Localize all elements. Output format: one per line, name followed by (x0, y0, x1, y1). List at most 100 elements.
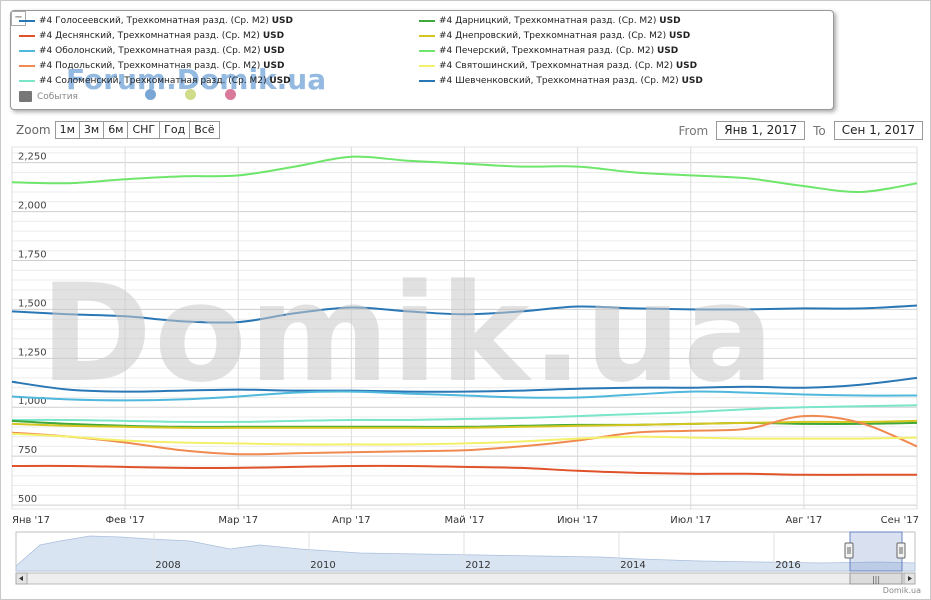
x-tick-label: Май '17 (445, 515, 485, 526)
zoom-button[interactable]: 1м (54, 121, 80, 139)
navigator-series (15, 535, 916, 572)
legend-unit: USD (656, 46, 679, 56)
legend-label: #4 Дарницкий, Трехкомнатная разд. (Ср. М… (439, 16, 660, 26)
x-tick-label: Янв '17 (12, 515, 50, 526)
navigator-handle[interactable] (896, 542, 906, 559)
events-toggle[interactable]: События (19, 91, 78, 102)
navigator-year-label: 2008 (155, 560, 180, 571)
zoom-button[interactable]: 6м (103, 121, 129, 139)
legend-label: #4 Святошинский, Трехкомнатная разд. (Ср… (439, 61, 676, 71)
legend-item[interactable]: #4 Соломенский, Трехкомнатная разд. (Ср.… (19, 76, 291, 90)
legend-swatch (419, 34, 435, 37)
legend-item[interactable]: #4 Подольский, Трехкомнатная разд. (Ср. … (19, 61, 284, 75)
to-date-input[interactable]: Сен 1, 2017 (833, 121, 923, 140)
zoom-button[interactable]: СНГ (127, 121, 161, 139)
series-line (11, 432, 918, 446)
x-tick-label: Апр '17 (332, 515, 370, 526)
event-dot[interactable] (145, 89, 156, 100)
arrow-left-icon (19, 576, 23, 581)
legend-collapse-button[interactable]: − (11, 11, 26, 26)
copyright: Domik.ua (882, 586, 921, 595)
from-label: From (678, 123, 709, 138)
legend-swatch (19, 19, 35, 22)
y-tick-label: 750 (18, 445, 37, 456)
navigator-selection (849, 531, 903, 572)
y-tick-label: 2,000 (18, 201, 47, 212)
arrow-right-icon (908, 576, 912, 581)
event-dot[interactable] (225, 89, 236, 100)
watermark-big: Domik.ua (40, 255, 777, 412)
navigator-year-label: 2010 (310, 560, 335, 571)
legend-item[interactable]: #4 Днепровский, Трехкомнатная разд. (Ср.… (419, 31, 690, 45)
legend-item[interactable]: #4 Деснянский, Трехкомнатная разд. (Ср. … (19, 31, 284, 45)
legend-label: #4 Печерский, Трехкомнатная разд. (Ср. М… (439, 46, 657, 56)
legend-label: #4 Оболонский, Трехкомнатная разд. (Ср. … (39, 46, 264, 56)
y-tick-label: 1,500 (18, 298, 47, 309)
scrollbar-track[interactable] (15, 572, 916, 585)
y-tick-label: 500 (18, 494, 37, 505)
legend: − Forum.Domik.ua #4 Голосеевский, Трехко… (10, 10, 834, 110)
legend-label: #4 Днепровский, Трехкомнатная разд. (Ср.… (439, 31, 669, 41)
scrollbar-thumb-grip: ||| (872, 575, 880, 584)
series-line (11, 404, 918, 424)
legend-item[interactable]: #4 Голосеевский, Трехкомнатная разд. (Ср… (19, 16, 293, 30)
series-line (11, 155, 918, 194)
x-tick-label: Июн '17 (557, 515, 598, 526)
legend-swatch (419, 64, 435, 67)
legend-item[interactable]: #4 Дарницкий, Трехкомнатная разд. (Ср. М… (419, 16, 681, 30)
navigator-year-label: 2012 (465, 560, 490, 571)
y-tick-label: 1,250 (18, 347, 47, 358)
navigator-year-label: 2014 (620, 560, 645, 571)
legend-swatch (419, 79, 435, 82)
series-line (11, 419, 918, 429)
legend-unit: USD (681, 76, 703, 86)
zoom-buttons: 1м 3м 6м СНГ Год Всё (54, 121, 220, 139)
events-box-icon (19, 91, 32, 102)
legend-unit: USD (668, 31, 691, 41)
x-tick-label: Авг '17 (786, 515, 823, 526)
series-line (11, 390, 918, 402)
navigator-handle[interactable] (844, 542, 854, 559)
events-label: События (37, 92, 78, 102)
legend-item[interactable]: #4 Святошинский, Трехкомнатная разд. (Ср… (419, 61, 697, 75)
zoom-button[interactable]: Всё (189, 121, 220, 139)
scrollbar-thumb[interactable] (849, 572, 903, 585)
legend-unit: USD (675, 61, 698, 71)
zoom-button[interactable]: Год (159, 121, 191, 139)
legend-swatch (19, 64, 35, 67)
y-tick-label: 2,250 (18, 152, 47, 163)
legend-item[interactable]: #4 Печерский, Трехкомнатная разд. (Ср. М… (419, 46, 678, 60)
legend-unit: USD (659, 16, 681, 26)
series-line (11, 376, 918, 393)
zoom-button[interactable]: 3м (78, 121, 105, 139)
date-range: From Янв 1, 2017 To Сен 1, 2017 (671, 121, 923, 140)
series-line (11, 414, 918, 456)
series-line (11, 464, 917, 476)
legend-unit: USD (263, 61, 285, 71)
zoom-label: Zoom (16, 123, 51, 137)
legend-unit: USD (269, 76, 291, 86)
legend-item[interactable]: #4 Шевченковский, Трехкомнатная разд. (С… (419, 76, 703, 90)
from-date-input[interactable]: Янв 1, 2017 (716, 121, 806, 140)
legend-unit: USD (271, 16, 293, 26)
to-label: To (813, 123, 826, 138)
series-line (11, 304, 918, 324)
legend-swatch (19, 34, 35, 37)
legend-label: #4 Голосеевский, Трехкомнатная разд. (Ср… (39, 16, 272, 26)
legend-swatch (19, 49, 35, 52)
x-tick-label: Фев '17 (105, 515, 144, 526)
legend-swatch (19, 79, 35, 82)
navigator-year-label: 2016 (775, 560, 800, 571)
event-dot[interactable] (185, 89, 196, 100)
y-tick-label: 1,000 (18, 396, 47, 407)
legend-unit: USD (263, 46, 285, 56)
legend-unit: USD (262, 31, 285, 41)
x-tick-label: Мар '17 (218, 515, 258, 526)
zoom-bar: Zoom 1м 3м 6м СНГ Год Всё (16, 121, 220, 139)
legend-label: #4 Соломенский, Трехкомнатная разд. (Ср.… (39, 76, 270, 86)
x-tick-label: Сен '17 (881, 515, 919, 526)
legend-swatch (419, 49, 435, 52)
legend-item[interactable]: #4 Оболонский, Трехкомнатная разд. (Ср. … (19, 46, 285, 60)
x-tick-label: Июл '17 (670, 515, 711, 526)
